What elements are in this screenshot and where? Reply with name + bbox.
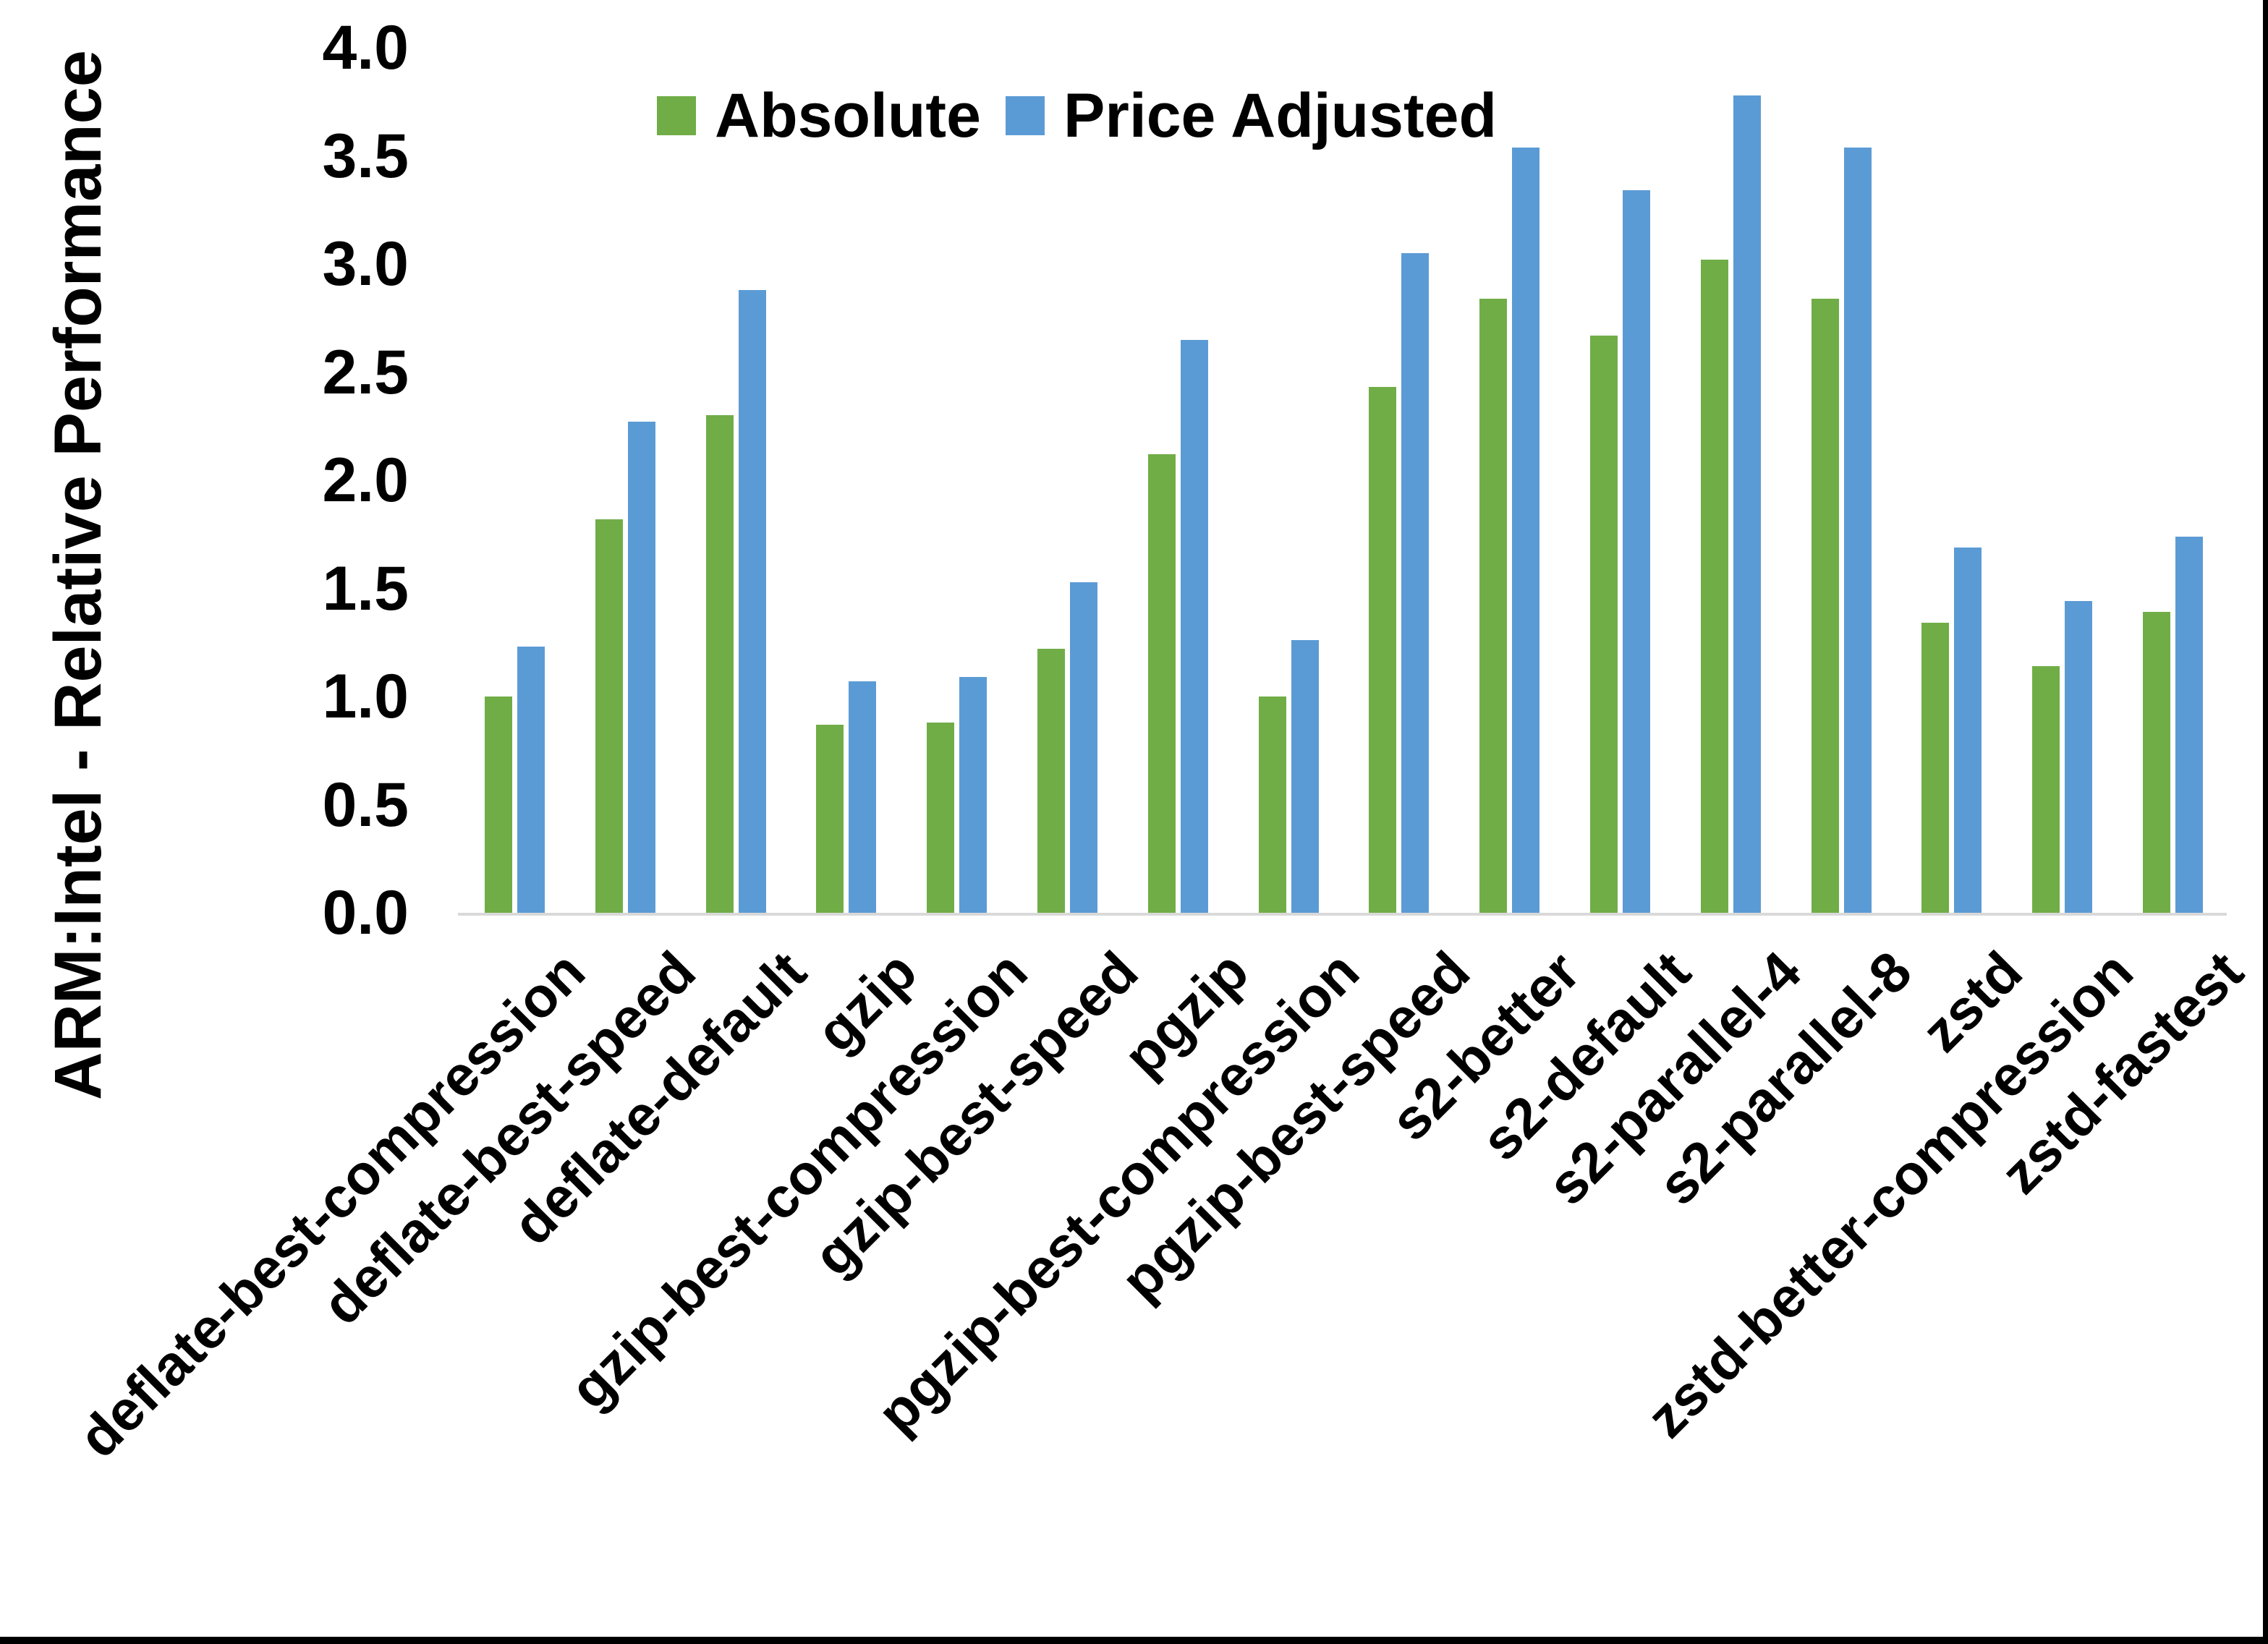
figure-border-bottom xyxy=(0,1637,2268,1644)
legend-item-price-adjusted: Price Adjusted xyxy=(1006,85,1497,147)
legend-label: Price Adjusted xyxy=(1063,81,1497,150)
figure-border-right xyxy=(2263,0,2268,1644)
bar-price-adjusted xyxy=(738,289,766,913)
bar-price-adjusted xyxy=(1623,190,1650,913)
bar-price-adjusted xyxy=(517,647,545,913)
bar-price-adjusted xyxy=(1291,640,1319,913)
bar-price-adjusted xyxy=(959,677,988,913)
bar-absolute xyxy=(1258,697,1286,913)
y-tick-label: 3.0 xyxy=(322,229,409,299)
bar-absolute xyxy=(2143,612,2170,913)
bar-absolute xyxy=(1147,454,1176,913)
bar-price-adjusted xyxy=(1070,582,1097,913)
y-tick-label: 2.0 xyxy=(322,446,409,515)
bar-price-adjusted xyxy=(2175,536,2203,913)
bar-price-adjusted xyxy=(849,681,877,913)
bar-absolute xyxy=(485,697,512,913)
y-tick-label: 0.0 xyxy=(322,878,409,947)
bar-absolute xyxy=(595,519,623,913)
bar-absolute xyxy=(816,724,844,913)
bar-price-adjusted xyxy=(1733,95,1761,913)
y-tick-label: 3.5 xyxy=(322,121,409,191)
y-tick-label: 0.5 xyxy=(322,770,409,840)
legend-swatch-icon xyxy=(1006,96,1045,135)
bar-absolute xyxy=(1037,649,1065,913)
bar-absolute xyxy=(1811,298,1839,913)
bar-price-adjusted xyxy=(1954,547,1982,913)
bar-absolute xyxy=(1700,260,1728,913)
y-tick-label: 1.0 xyxy=(322,662,409,731)
y-tick-label: 2.5 xyxy=(322,337,409,407)
bar-price-adjusted xyxy=(627,422,655,913)
bar-absolute xyxy=(705,415,734,913)
bar-price-adjusted xyxy=(1512,147,1540,913)
bar-absolute xyxy=(2032,666,2060,913)
y-tick-label: 4.0 xyxy=(322,13,409,82)
bar-price-adjusted xyxy=(1843,147,1872,913)
legend-swatch-icon xyxy=(657,96,696,135)
x-axis-line xyxy=(458,913,2227,916)
bar-absolute xyxy=(1479,298,1508,913)
legend-item-absolute: Absolute xyxy=(657,85,981,147)
bar-absolute xyxy=(927,722,955,913)
bar-absolute xyxy=(1369,387,1397,913)
bar-absolute xyxy=(1921,623,1950,913)
bar-price-adjusted xyxy=(1401,253,1430,913)
bar-price-adjusted xyxy=(1180,339,1208,913)
legend-label: Absolute xyxy=(715,81,981,150)
bar-price-adjusted xyxy=(2065,601,2093,913)
bar-absolute xyxy=(1590,335,1618,913)
y-tick-label: 1.5 xyxy=(322,553,409,623)
